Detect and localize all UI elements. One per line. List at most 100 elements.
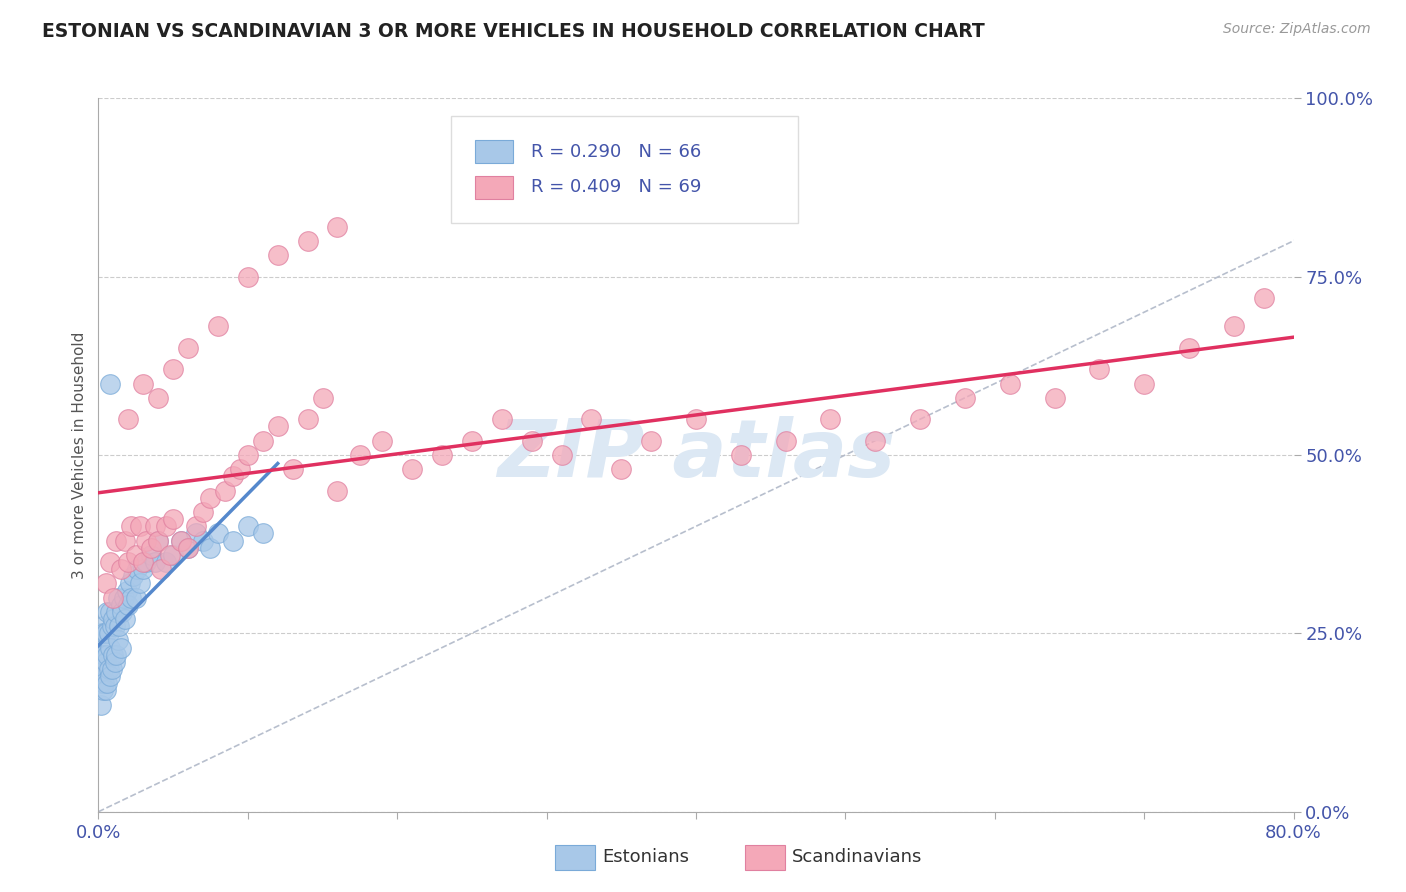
Point bbox=[93, 626, 115, 640]
Point bbox=[581, 412, 603, 426]
Point bbox=[184, 519, 207, 533]
Point bbox=[148, 391, 170, 405]
Point bbox=[112, 591, 135, 605]
Point bbox=[143, 555, 166, 569]
Point bbox=[1253, 291, 1275, 305]
Point bbox=[107, 591, 129, 605]
Point bbox=[207, 526, 229, 541]
Point bbox=[267, 419, 290, 434]
Y-axis label: 3 or more Vehicles in Household: 3 or more Vehicles in Household bbox=[72, 331, 87, 579]
Point bbox=[117, 555, 139, 569]
Point bbox=[118, 576, 141, 591]
Point bbox=[155, 555, 177, 569]
Point bbox=[100, 555, 122, 569]
Point bbox=[100, 640, 122, 655]
Point bbox=[94, 576, 117, 591]
Point bbox=[1223, 319, 1246, 334]
Point bbox=[311, 391, 333, 405]
Point bbox=[162, 362, 184, 376]
Point bbox=[90, 648, 112, 662]
Point bbox=[820, 412, 842, 426]
Point bbox=[155, 519, 177, 533]
Point bbox=[90, 626, 112, 640]
Point bbox=[143, 519, 166, 533]
Point bbox=[97, 662, 120, 676]
Point bbox=[775, 434, 797, 448]
Point bbox=[108, 619, 131, 633]
Point bbox=[129, 576, 152, 591]
Point bbox=[267, 248, 290, 262]
Point bbox=[97, 626, 120, 640]
Point bbox=[150, 562, 173, 576]
Point bbox=[148, 533, 170, 548]
Point bbox=[1043, 391, 1066, 405]
Point bbox=[214, 483, 236, 498]
Point bbox=[89, 648, 111, 662]
Point bbox=[111, 605, 134, 619]
Point bbox=[685, 412, 707, 426]
Point bbox=[104, 655, 127, 669]
Point bbox=[281, 462, 304, 476]
Point bbox=[93, 648, 115, 662]
Point bbox=[953, 391, 976, 405]
Point bbox=[326, 219, 349, 234]
Point bbox=[100, 605, 122, 619]
Point bbox=[252, 526, 274, 541]
Point bbox=[115, 583, 138, 598]
Point bbox=[162, 548, 184, 562]
Point bbox=[110, 640, 132, 655]
Point bbox=[640, 434, 662, 448]
Point bbox=[94, 626, 117, 640]
Point bbox=[110, 598, 132, 612]
Point bbox=[401, 462, 423, 476]
Point bbox=[135, 555, 157, 569]
Point bbox=[120, 519, 142, 533]
Point bbox=[125, 548, 148, 562]
Point bbox=[236, 269, 259, 284]
Point bbox=[105, 533, 128, 548]
Point bbox=[105, 648, 128, 662]
Point bbox=[252, 434, 274, 448]
Point bbox=[103, 648, 125, 662]
Point bbox=[200, 541, 222, 555]
Text: ZIP atlas: ZIP atlas bbox=[496, 416, 896, 494]
Point bbox=[159, 548, 181, 562]
Point bbox=[865, 434, 887, 448]
Text: R = 0.290   N = 66: R = 0.290 N = 66 bbox=[531, 143, 702, 161]
Text: Scandinavians: Scandinavians bbox=[792, 848, 922, 866]
Point bbox=[91, 640, 114, 655]
Point bbox=[96, 676, 118, 690]
Point bbox=[1178, 341, 1201, 355]
Point bbox=[101, 662, 124, 676]
Point bbox=[222, 469, 245, 483]
Point bbox=[177, 541, 200, 555]
Point bbox=[104, 619, 127, 633]
Point bbox=[100, 376, 122, 391]
Point bbox=[730, 448, 752, 462]
Point bbox=[430, 448, 453, 462]
Point bbox=[91, 662, 114, 676]
Point bbox=[132, 376, 155, 391]
Point bbox=[103, 591, 125, 605]
FancyBboxPatch shape bbox=[475, 176, 513, 199]
Point bbox=[177, 341, 200, 355]
Point bbox=[91, 619, 114, 633]
Point bbox=[107, 633, 129, 648]
Point bbox=[998, 376, 1021, 391]
Point bbox=[461, 434, 484, 448]
Point bbox=[90, 698, 112, 712]
Point bbox=[191, 505, 214, 519]
Point bbox=[132, 555, 155, 569]
Point bbox=[121, 569, 143, 583]
Point bbox=[132, 562, 155, 576]
Point bbox=[129, 519, 152, 533]
Point bbox=[89, 676, 111, 690]
Point bbox=[236, 519, 259, 533]
Text: R = 0.409   N = 69: R = 0.409 N = 69 bbox=[531, 178, 702, 196]
Point bbox=[184, 526, 207, 541]
Point bbox=[349, 448, 371, 462]
Point bbox=[90, 676, 112, 690]
FancyBboxPatch shape bbox=[475, 140, 513, 163]
Point bbox=[297, 234, 319, 248]
Point bbox=[1133, 376, 1156, 391]
